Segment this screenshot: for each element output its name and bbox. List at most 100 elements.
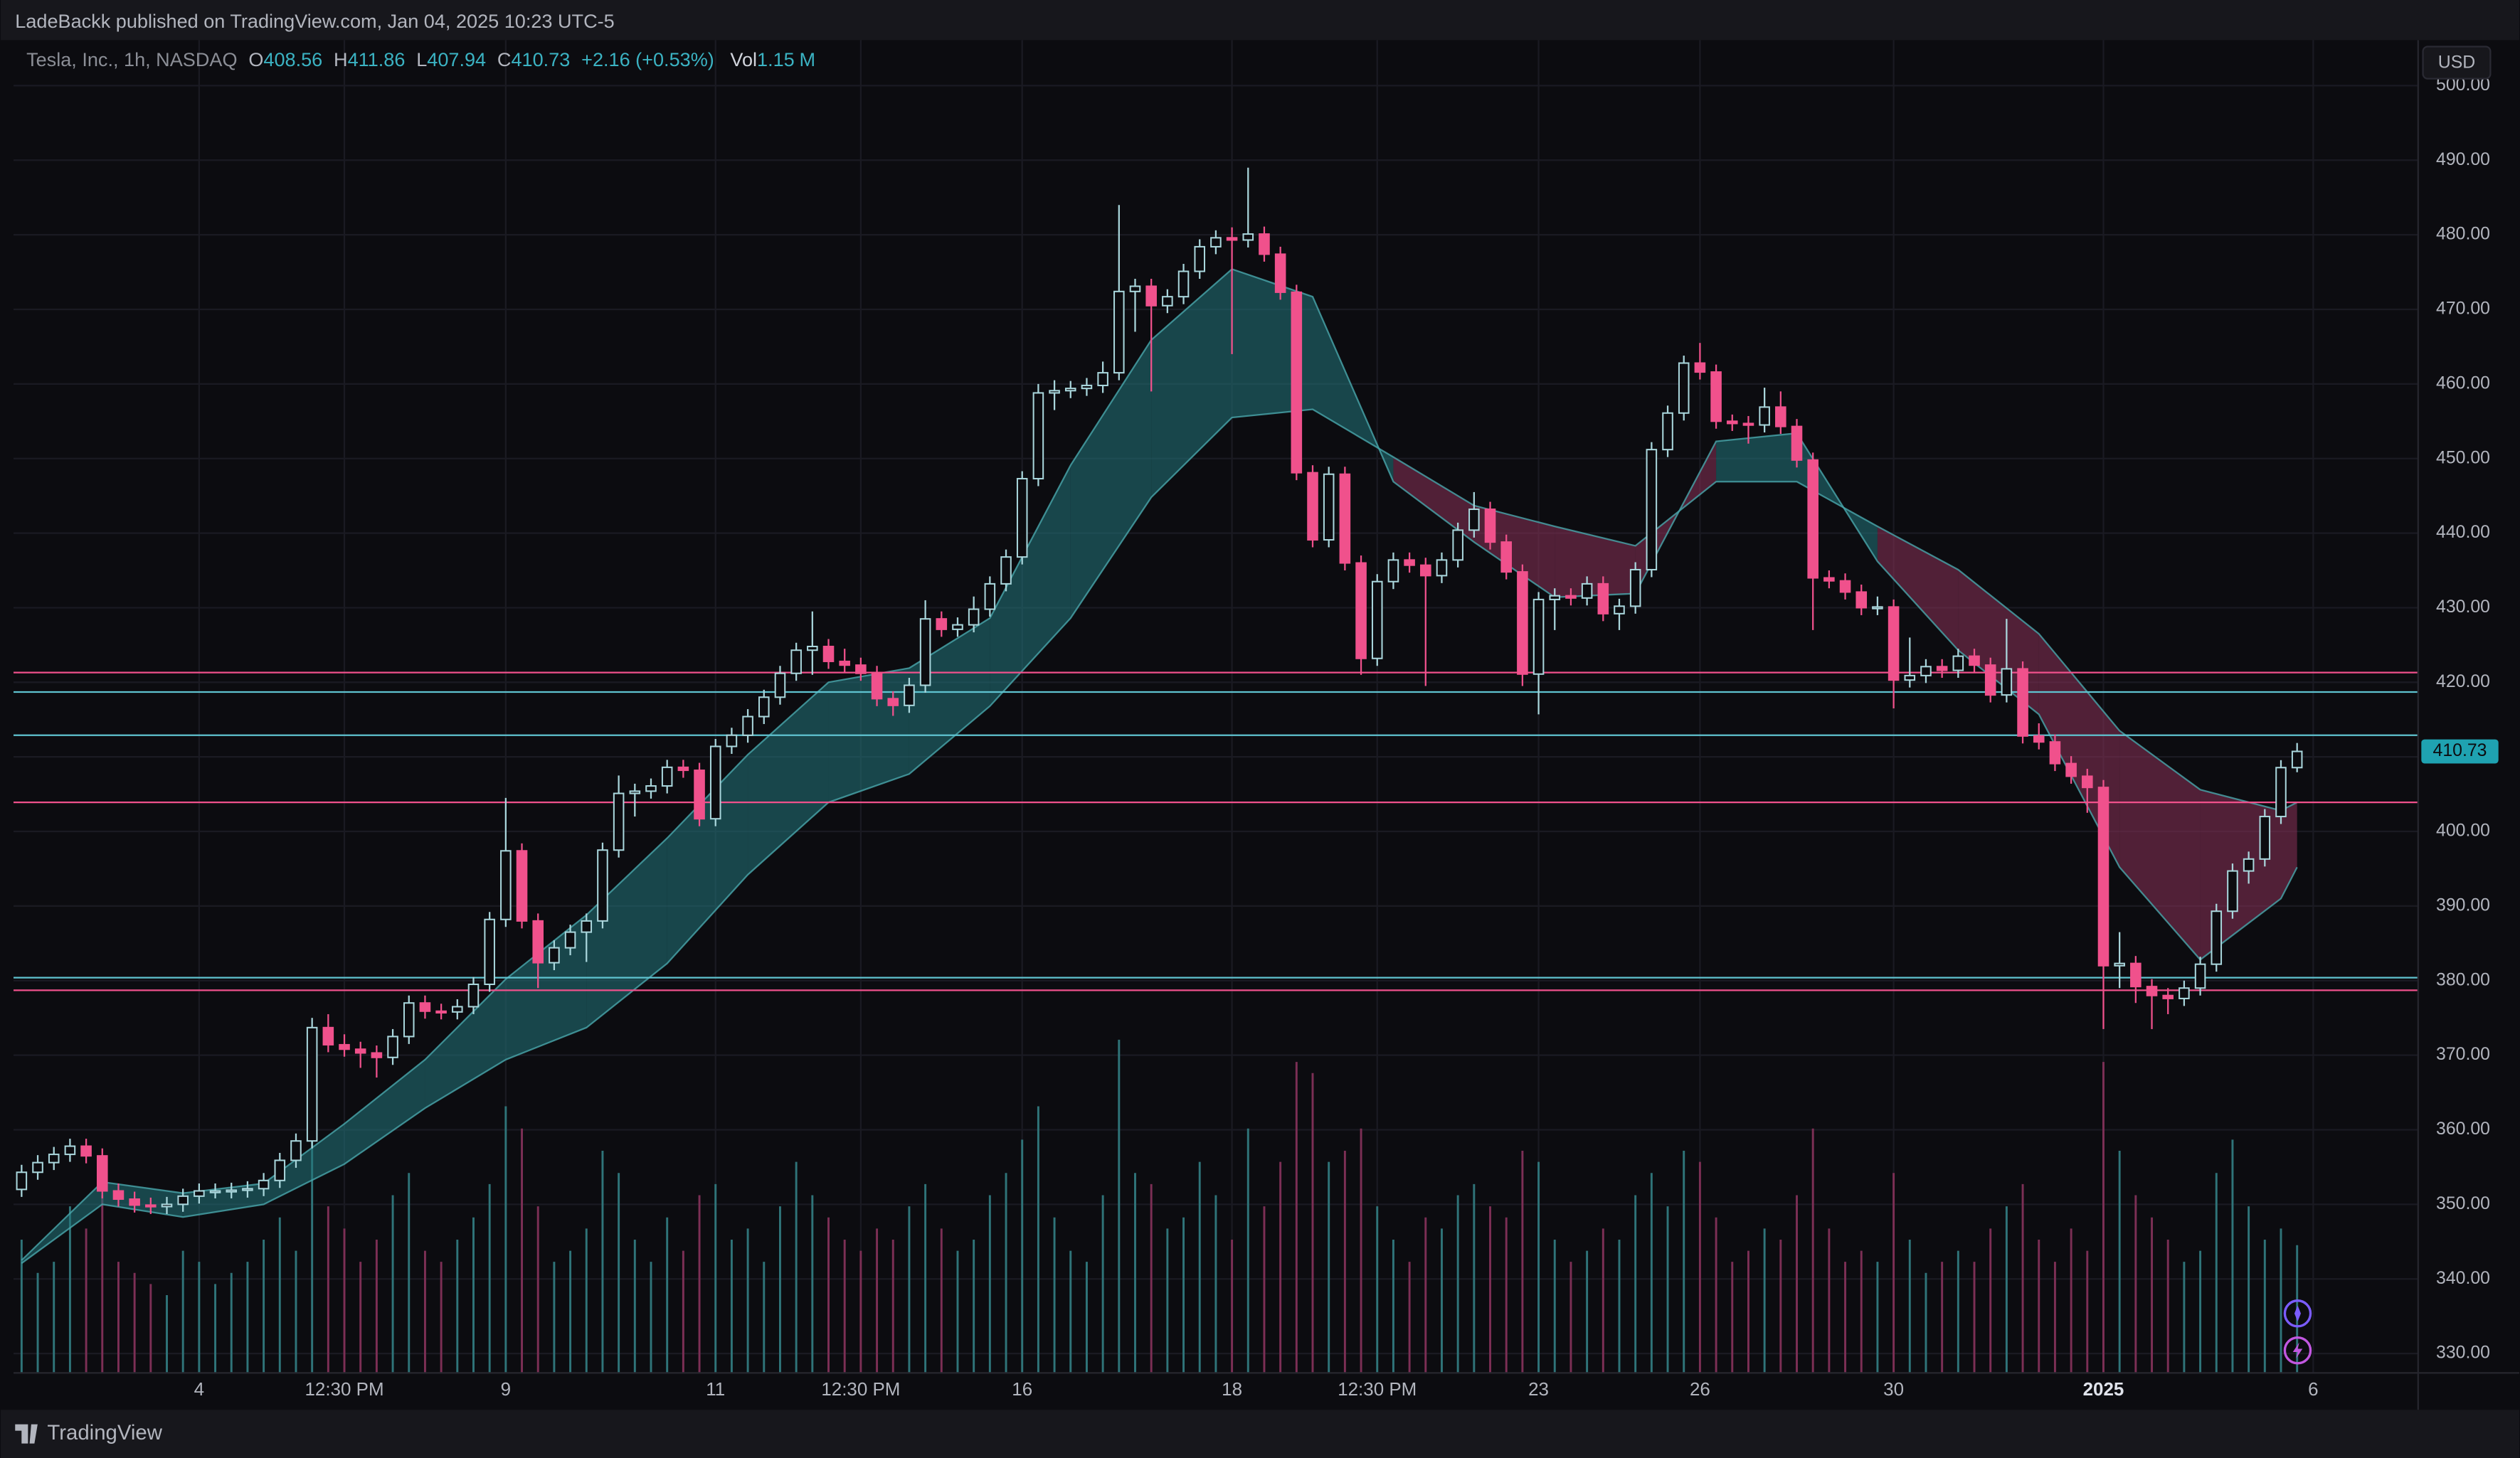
header-bar [0,0,2520,41]
change: +2.16 (+0.53%) [581,48,714,70]
side-icons[interactable] [2283,1299,2312,1365]
candle-body [1646,449,1658,570]
y-tick-label: 490.00 [2436,150,2490,169]
currency-button[interactable]: USD [2422,46,2492,80]
candle-body [1177,270,1190,298]
candle-body [661,766,673,787]
ema-band [1151,269,1232,498]
candle-body [1064,388,1076,392]
candle-body [194,1190,205,1197]
candle-body [1032,392,1044,480]
candle-body [1387,559,1399,582]
candle-body [1694,362,1706,373]
candle-body [48,1154,60,1164]
icon-alert[interactable] [2283,1336,2312,1365]
candle-body [887,698,899,706]
x-tick-label: 2025 [2083,1378,2124,1400]
candle-body [1565,595,1577,599]
currency-label[interactable]: USD [2438,53,2475,73]
candle-body [1436,559,1448,577]
x-tick-label: 6 [2308,1378,2318,1400]
candle-body [758,696,770,718]
x-tick-label: 9 [501,1378,511,1400]
brand: TradingView [15,1421,163,1444]
candle-body [1823,577,1835,582]
candle-body [1614,605,1625,614]
x-tick-label: 26 [1690,1378,1710,1400]
x-tick-label: 18 [1222,1378,1242,1400]
candle-body [1323,473,1335,541]
candle-body [387,1036,398,1058]
ema-line [21,408,2298,1265]
candle-body [2065,762,2077,777]
candle-body [1726,420,1738,425]
candle-body [2130,962,2142,988]
ohlc-prefix: O [248,48,263,70]
ohlc-prefix: H [334,48,348,70]
ema-band [2119,730,2201,960]
candle-body [1468,509,1480,531]
candle-body [822,645,835,662]
ema-band [1393,457,1474,543]
candle-body [306,1026,318,1142]
currency-box[interactable] [2422,46,2492,80]
candle-body [1855,591,1868,609]
candle-body [2097,787,2109,967]
candle-body [904,684,915,706]
y-tick-label: 420.00 [2436,672,2490,691]
candle-body [1291,291,1303,474]
candle-body [145,1204,157,1208]
candle-body [1807,459,1818,579]
candle-body [1710,371,1722,422]
candle-body [1791,425,1803,461]
candle-body [1888,606,1900,681]
candle-body [2049,741,2061,765]
candle-body [1500,541,1512,573]
candle-body [1742,422,1754,426]
candle-body [2178,987,2190,999]
candle-body [871,672,883,700]
candle-body [2146,986,2158,996]
candle-body [709,745,721,820]
axis-layer: 330.00 340.00 350.00 360.00 370.00 380.00 390.… [14,40,2520,1410]
candle-body [1242,233,1254,241]
candle-body [258,1179,270,1190]
candle-body [1113,290,1125,374]
candle-body [1194,245,1206,272]
icon-assistant[interactable] [2283,1299,2312,1328]
candle-body [64,1145,76,1156]
candle-body [726,734,738,747]
candle-body [1532,598,1545,675]
ohlc-prefix: C [497,48,512,70]
candle-body [613,792,625,851]
y-tick-label: 350.00 [2436,1194,2490,1213]
ema-band [1716,433,1797,482]
candle-body [936,618,948,630]
candle-body [549,947,560,964]
candle-body [80,1145,92,1157]
x-tick-label: 30 [1883,1378,1904,1400]
ohlc-value: 411.86 [348,48,406,70]
candle-body [1597,582,1609,614]
candle-body [322,1026,334,1045]
ema-band [1555,526,1636,597]
candle-body [581,920,593,933]
y-tick-label: 440.00 [2436,523,2490,542]
candle-body [1678,362,1690,414]
y-tick-label: 370.00 [2436,1045,2490,1064]
candle-body [677,766,689,772]
candle-body [1210,237,1222,248]
candle-body [1081,384,1093,390]
candle-body [290,1140,302,1161]
candle-body [16,1171,28,1191]
x-tick-label: 23 [1528,1378,1549,1400]
candle-body [1872,606,1883,610]
candle-body [1936,666,1948,671]
y-tick-label: 400.00 [2436,821,2490,841]
candle-body [2275,767,2287,818]
candle-body [952,624,963,630]
candle-body [1839,580,1851,593]
candle-body [694,770,705,820]
candle-body [1517,571,1528,675]
